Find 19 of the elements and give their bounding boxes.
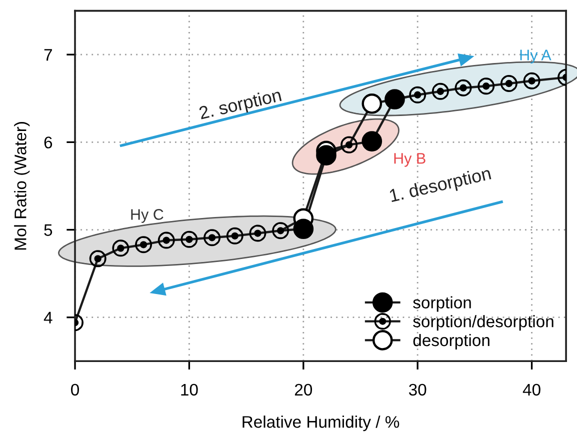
x-axis-title: Relative Humidity / % xyxy=(242,416,400,432)
x-tick-label: 40 xyxy=(522,384,540,396)
y-tick-label: 7 xyxy=(44,49,52,61)
legend-label: sorption xyxy=(413,296,471,312)
x-tick-label: 0 xyxy=(71,384,79,396)
legend-label: sorption/desorption xyxy=(413,315,554,331)
annotation: 2. sorption xyxy=(198,88,282,123)
y-tick-label: 5 xyxy=(44,224,52,236)
annotation: 1. desorption xyxy=(389,166,492,206)
y-tick-label: 6 xyxy=(44,136,52,148)
annotation: Hy A xyxy=(520,50,552,64)
annotation: Hy C xyxy=(131,209,164,223)
x-tick-label: 10 xyxy=(181,384,198,396)
x-tick-label: 20 xyxy=(294,384,312,396)
annotation: Hy B xyxy=(394,153,426,167)
legend-label: desorption xyxy=(413,334,490,350)
x-tick-label: 30 xyxy=(408,384,426,396)
y-tick-label: 4 xyxy=(44,312,52,324)
y-axis-title: Mol Ratio (Water) xyxy=(14,122,30,250)
